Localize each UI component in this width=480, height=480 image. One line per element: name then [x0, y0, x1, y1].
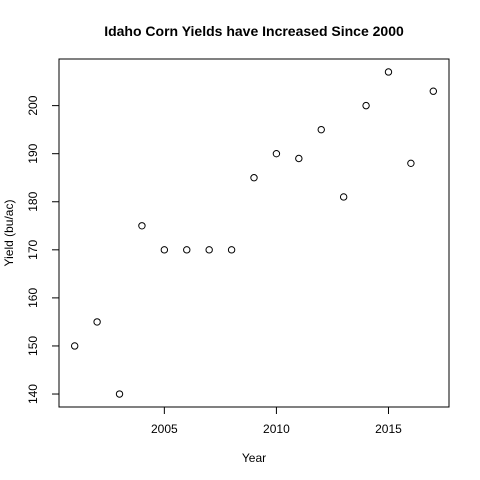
x-axis-label: Year: [242, 451, 266, 465]
x-tick-label: 2015: [375, 422, 402, 436]
x-tick-label: 2010: [263, 422, 290, 436]
y-tick-label: 160: [26, 288, 40, 308]
y-axis-label: Yield (bu/ac): [2, 200, 16, 267]
y-tick-label: 170: [26, 239, 40, 259]
y-tick-label: 180: [26, 191, 40, 211]
y-tick-label: 140: [26, 384, 40, 404]
y-tick-label: 190: [26, 143, 40, 163]
y-tick-label: 150: [26, 336, 40, 356]
chart-title: Idaho Corn Yields have Increased Since 2…: [104, 23, 404, 39]
x-tick-label: 2005: [151, 422, 178, 436]
y-tick-label: 200: [26, 95, 40, 115]
